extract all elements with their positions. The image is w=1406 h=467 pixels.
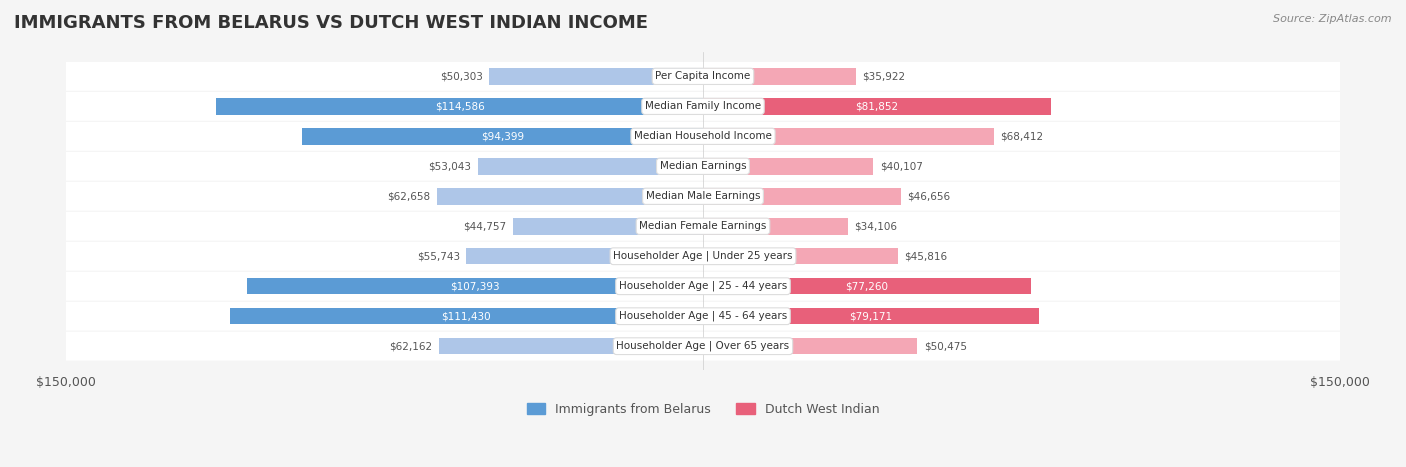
Text: $40,107: $40,107 <box>880 161 922 171</box>
FancyBboxPatch shape <box>66 182 1340 211</box>
Bar <box>467 248 703 264</box>
Text: $44,757: $44,757 <box>464 221 506 231</box>
Bar <box>703 68 856 85</box>
Text: $68,412: $68,412 <box>1000 131 1043 142</box>
Bar <box>703 188 901 205</box>
FancyBboxPatch shape <box>66 242 1340 271</box>
Text: $81,852: $81,852 <box>855 101 898 111</box>
Text: Median Female Earnings: Median Female Earnings <box>640 221 766 231</box>
Text: $50,475: $50,475 <box>924 341 967 351</box>
Text: $79,171: $79,171 <box>849 311 893 321</box>
Bar <box>513 218 703 234</box>
FancyBboxPatch shape <box>66 92 1340 121</box>
Text: Median Male Earnings: Median Male Earnings <box>645 191 761 201</box>
FancyBboxPatch shape <box>66 62 1340 91</box>
Text: $35,922: $35,922 <box>862 71 905 81</box>
FancyBboxPatch shape <box>66 332 1340 361</box>
Bar <box>437 188 703 205</box>
Legend: Immigrants from Belarus, Dutch West Indian: Immigrants from Belarus, Dutch West Indi… <box>522 398 884 421</box>
Text: $94,399: $94,399 <box>481 131 524 142</box>
Text: $45,816: $45,816 <box>904 251 948 261</box>
Bar <box>439 338 703 354</box>
Text: $111,430: $111,430 <box>441 311 491 321</box>
Text: $62,658: $62,658 <box>388 191 430 201</box>
Text: Householder Age | 25 - 44 years: Householder Age | 25 - 44 years <box>619 281 787 291</box>
Text: Source: ZipAtlas.com: Source: ZipAtlas.com <box>1274 14 1392 24</box>
Text: Median Family Income: Median Family Income <box>645 101 761 111</box>
Bar <box>229 308 703 325</box>
Bar <box>703 158 873 175</box>
Bar <box>703 128 994 145</box>
Text: $55,743: $55,743 <box>416 251 460 261</box>
Bar <box>478 158 703 175</box>
Text: Householder Age | Under 25 years: Householder Age | Under 25 years <box>613 251 793 262</box>
Bar <box>217 98 703 114</box>
Text: Householder Age | 45 - 64 years: Householder Age | 45 - 64 years <box>619 311 787 321</box>
Bar <box>703 338 917 354</box>
FancyBboxPatch shape <box>66 152 1340 181</box>
Text: Householder Age | Over 65 years: Householder Age | Over 65 years <box>616 341 790 352</box>
Bar <box>703 248 897 264</box>
Bar <box>703 308 1039 325</box>
Bar <box>247 278 703 295</box>
Bar <box>489 68 703 85</box>
Text: Median Earnings: Median Earnings <box>659 161 747 171</box>
Text: $34,106: $34,106 <box>855 221 897 231</box>
FancyBboxPatch shape <box>66 212 1340 241</box>
Text: Median Household Income: Median Household Income <box>634 131 772 142</box>
Bar <box>302 128 703 145</box>
Text: Per Capita Income: Per Capita Income <box>655 71 751 81</box>
Text: IMMIGRANTS FROM BELARUS VS DUTCH WEST INDIAN INCOME: IMMIGRANTS FROM BELARUS VS DUTCH WEST IN… <box>14 14 648 32</box>
FancyBboxPatch shape <box>66 272 1340 301</box>
Text: $46,656: $46,656 <box>907 191 950 201</box>
Text: $50,303: $50,303 <box>440 71 484 81</box>
Bar <box>703 98 1050 114</box>
Text: $77,260: $77,260 <box>845 281 889 291</box>
Text: $53,043: $53,043 <box>429 161 471 171</box>
Text: $107,393: $107,393 <box>450 281 499 291</box>
Text: $114,586: $114,586 <box>434 101 485 111</box>
Bar <box>703 278 1031 295</box>
FancyBboxPatch shape <box>66 122 1340 151</box>
Bar <box>703 218 848 234</box>
Text: $62,162: $62,162 <box>389 341 433 351</box>
FancyBboxPatch shape <box>66 302 1340 331</box>
